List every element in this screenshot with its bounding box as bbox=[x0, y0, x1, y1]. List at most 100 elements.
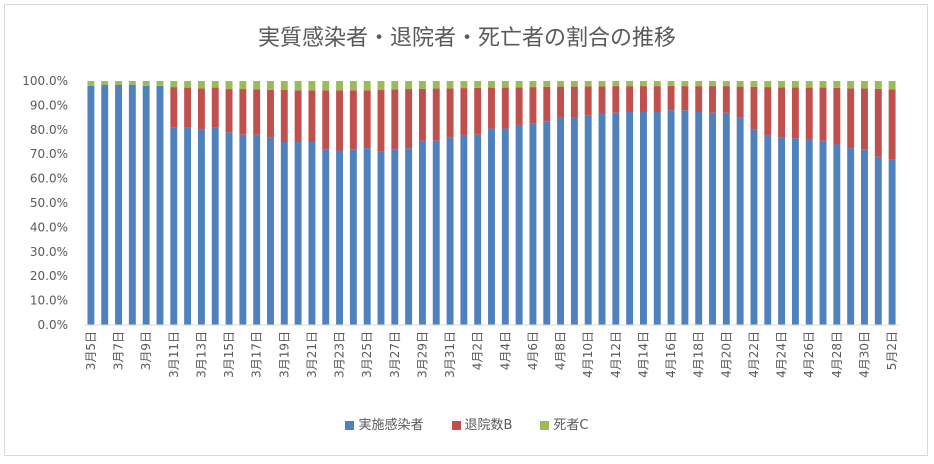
bar-segment-3-53 bbox=[805, 81, 813, 88]
bar-segment-1-36 bbox=[570, 117, 578, 325]
bar-segment-2-31 bbox=[501, 87, 509, 129]
bar-segment-3-33 bbox=[529, 81, 537, 88]
bar-segment-1-53 bbox=[805, 139, 813, 325]
bar-segment-1-20 bbox=[349, 149, 357, 325]
bar-segment-3-5 bbox=[142, 81, 150, 86]
bar-segment-3-45 bbox=[695, 81, 703, 87]
bar-segment-2-44 bbox=[681, 86, 689, 111]
x-tick-label: 4月30日 bbox=[857, 331, 871, 378]
bar-segment-1-18 bbox=[322, 149, 330, 325]
bar-segment-1-24 bbox=[405, 148, 413, 325]
y-tick-label: 90.0% bbox=[30, 98, 68, 112]
bar-segment-3-18 bbox=[322, 81, 330, 91]
x-tick-label: 4月28日 bbox=[830, 331, 844, 378]
bar-segment-3-6 bbox=[156, 81, 164, 86]
bar-segment-2-23 bbox=[391, 89, 399, 150]
bar-segment-2-14 bbox=[267, 89, 274, 138]
bar-segment-2-36 bbox=[570, 86, 578, 118]
y-tick-label: 80.0% bbox=[30, 123, 68, 137]
x-tick-label: 4月24日 bbox=[775, 331, 789, 378]
bar-segment-3-38 bbox=[598, 81, 606, 87]
x-tick-label: 3月25日 bbox=[360, 331, 374, 378]
bar-segment-3-22 bbox=[377, 81, 385, 91]
x-tick-label: 5月2日 bbox=[885, 331, 899, 370]
bar-segment-2-51 bbox=[778, 87, 786, 138]
x-tick-label: 3月5日 bbox=[84, 331, 98, 370]
bar-segment-3-13 bbox=[253, 81, 261, 90]
bar-segment-1-34 bbox=[543, 121, 551, 325]
bar-segment-3-29 bbox=[474, 81, 482, 88]
bar-segment-3-10 bbox=[211, 81, 219, 88]
y-axis-ticks: 0.0% 10.0% 20.0% 30.0% 40.0% 50.0% 60.0% 70.0% 8… bbox=[22, 74, 68, 332]
bar-segment-1-38 bbox=[598, 113, 606, 325]
bar-segment-1-56 bbox=[847, 148, 855, 325]
y-tick-label: 100.0% bbox=[22, 74, 68, 88]
bar-segment-2-17 bbox=[308, 90, 316, 142]
bar-segment-3-39 bbox=[612, 81, 620, 87]
bar-segment-1-21 bbox=[363, 148, 371, 325]
bar-segment-3-49 bbox=[750, 81, 758, 87]
legend-swatch bbox=[451, 421, 461, 430]
bar-segment-3-23 bbox=[391, 81, 399, 90]
x-tick-label: 3月19日 bbox=[277, 331, 291, 378]
bar-segment-1-9 bbox=[197, 129, 205, 325]
bar-segment-1-11 bbox=[225, 132, 233, 325]
legend-item-3: 死者C bbox=[540, 414, 589, 433]
bar-segment-3-14 bbox=[267, 81, 274, 90]
bar-segment-2-19 bbox=[336, 90, 344, 151]
x-tick-label: 4月6日 bbox=[526, 331, 540, 370]
bar-segment-2-55 bbox=[833, 87, 841, 145]
bar-segment-2-40 bbox=[626, 86, 634, 112]
bar-segment-1-47 bbox=[722, 112, 730, 325]
bar-segment-1-46 bbox=[709, 112, 716, 325]
bar-segment-3-20 bbox=[349, 81, 357, 91]
bar-segment-2-39 bbox=[612, 86, 620, 113]
bar-segment-1-50 bbox=[764, 135, 772, 325]
bar-segment-3-24 bbox=[405, 81, 413, 90]
bar-segment-1-23 bbox=[391, 149, 399, 325]
bar-segment-1-13 bbox=[253, 134, 261, 325]
bar-segment-3-57 bbox=[861, 81, 868, 89]
bar-segment-3-15 bbox=[280, 81, 288, 91]
x-axis-ticks: 3月5日 3月7日 3月9日 3月11日 3月13日 3月15日 3月17日 3月19日 3月2… bbox=[84, 331, 899, 378]
x-tick-label: 3月17日 bbox=[250, 331, 264, 378]
bar-segment-3-35 bbox=[557, 81, 565, 87]
bar-segment-1-5 bbox=[142, 85, 150, 325]
legend-item-2: 退院数B bbox=[451, 414, 512, 433]
x-tick-label: 4月26日 bbox=[802, 331, 816, 378]
bar-segment-1-55 bbox=[833, 144, 841, 325]
bar-segment-2-7 bbox=[170, 87, 178, 128]
bar-segment-1-14 bbox=[267, 137, 274, 325]
x-tick-label: 4月16日 bbox=[664, 331, 678, 378]
y-tick-label: 50.0% bbox=[30, 196, 68, 210]
bar-segment-2-37 bbox=[584, 86, 592, 116]
bar-segment-2-48 bbox=[736, 86, 744, 118]
bar-segment-3-46 bbox=[709, 81, 716, 87]
bar-segment-3-11 bbox=[225, 81, 233, 90]
bar-segment-1-7 bbox=[170, 127, 178, 325]
bar-segment-2-34 bbox=[543, 86, 551, 122]
bar-segment-1-19 bbox=[336, 150, 344, 325]
x-tick-label: 3月9日 bbox=[139, 331, 153, 370]
bar-segment-1-30 bbox=[488, 128, 495, 325]
bar-segment-2-58 bbox=[874, 88, 882, 157]
bar-segment-2-29 bbox=[474, 87, 482, 135]
bar-segment-2-32 bbox=[515, 87, 523, 125]
bar-segment-2-27 bbox=[446, 88, 454, 138]
x-tick-label: 4月2日 bbox=[471, 331, 485, 370]
legend-swatch bbox=[345, 421, 355, 430]
bar-segment-2-20 bbox=[349, 90, 357, 150]
x-tick-label: 3月11日 bbox=[167, 331, 181, 378]
bar-segment-1-22 bbox=[377, 151, 385, 325]
bar-segment-3-19 bbox=[336, 81, 344, 91]
bar-segment-2-24 bbox=[405, 89, 413, 149]
bar-segment-2-21 bbox=[363, 90, 371, 149]
chart-title: 実質感染者・退院者・死亡者の割合の推移 bbox=[257, 26, 676, 51]
bar-segment-2-26 bbox=[432, 88, 440, 141]
bar-segment-2-57 bbox=[861, 88, 868, 150]
x-tick-label: 3月7日 bbox=[112, 331, 126, 370]
bar-segment-3-50 bbox=[764, 81, 772, 88]
bar-segment-3-1 bbox=[87, 81, 95, 86]
bar-segment-1-48 bbox=[736, 117, 744, 325]
